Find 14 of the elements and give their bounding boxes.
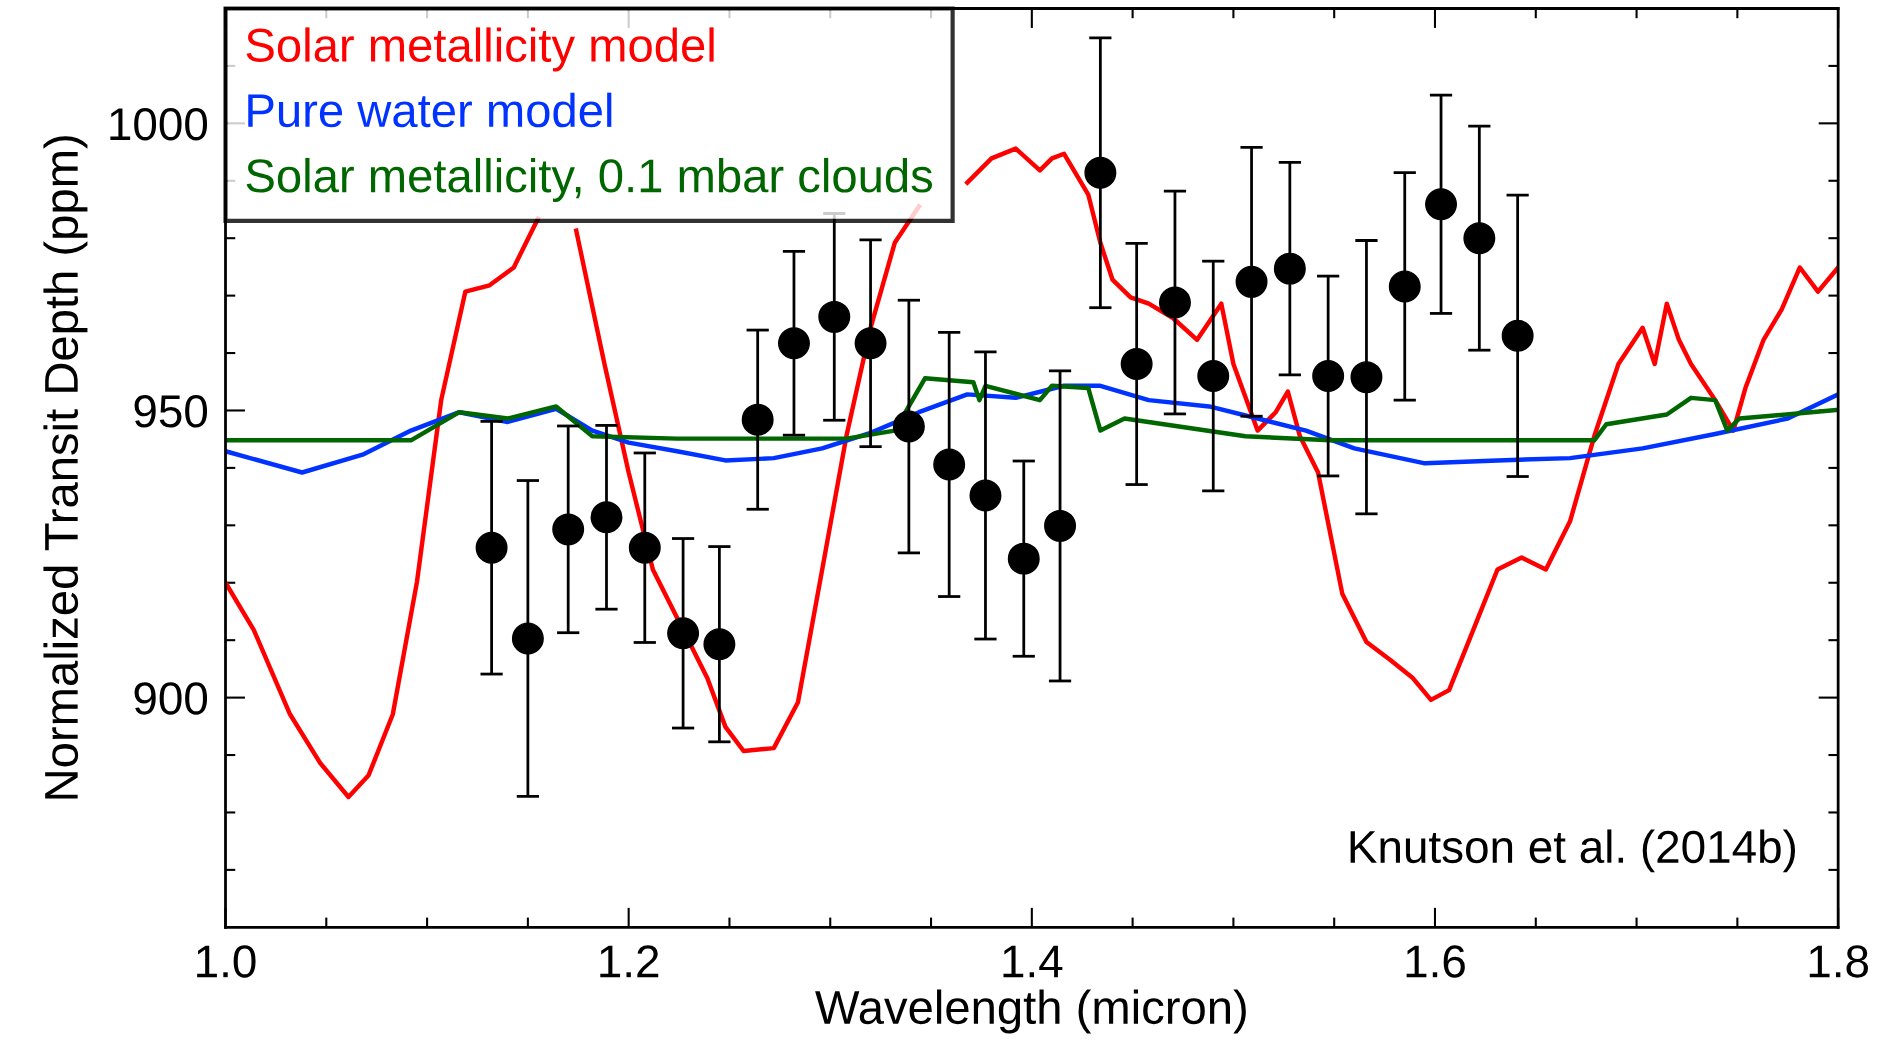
- x-tick-label: 1.2: [600, 945, 659, 978]
- x-tick-label: 1.4: [1003, 945, 1063, 978]
- text: Pure water model: [248, 92, 612, 128]
- text: Solar metallicity model: [246, 27, 714, 72]
- y-tick-label: 1000: [110, 107, 208, 141]
- x-tick-label: 1.6: [1406, 945, 1465, 978]
- x-tick-label: 1.8: [1809, 945, 1869, 978]
- y-tick-label: 900: [134, 682, 208, 715]
- x-tick-label: 1.0: [197, 945, 256, 978]
- x-axis-title: Wavelength (micron): [815, 989, 1246, 1034]
- text: Solar metallicity, 0.1 mbar clouds: [246, 157, 933, 202]
- y-axis-title: Normalized Transit Depth (ppm): [43, 136, 88, 799]
- annotation: Knutson et al. (2014b): [1350, 829, 1796, 873]
- y-tick-label: 950: [134, 395, 208, 428]
